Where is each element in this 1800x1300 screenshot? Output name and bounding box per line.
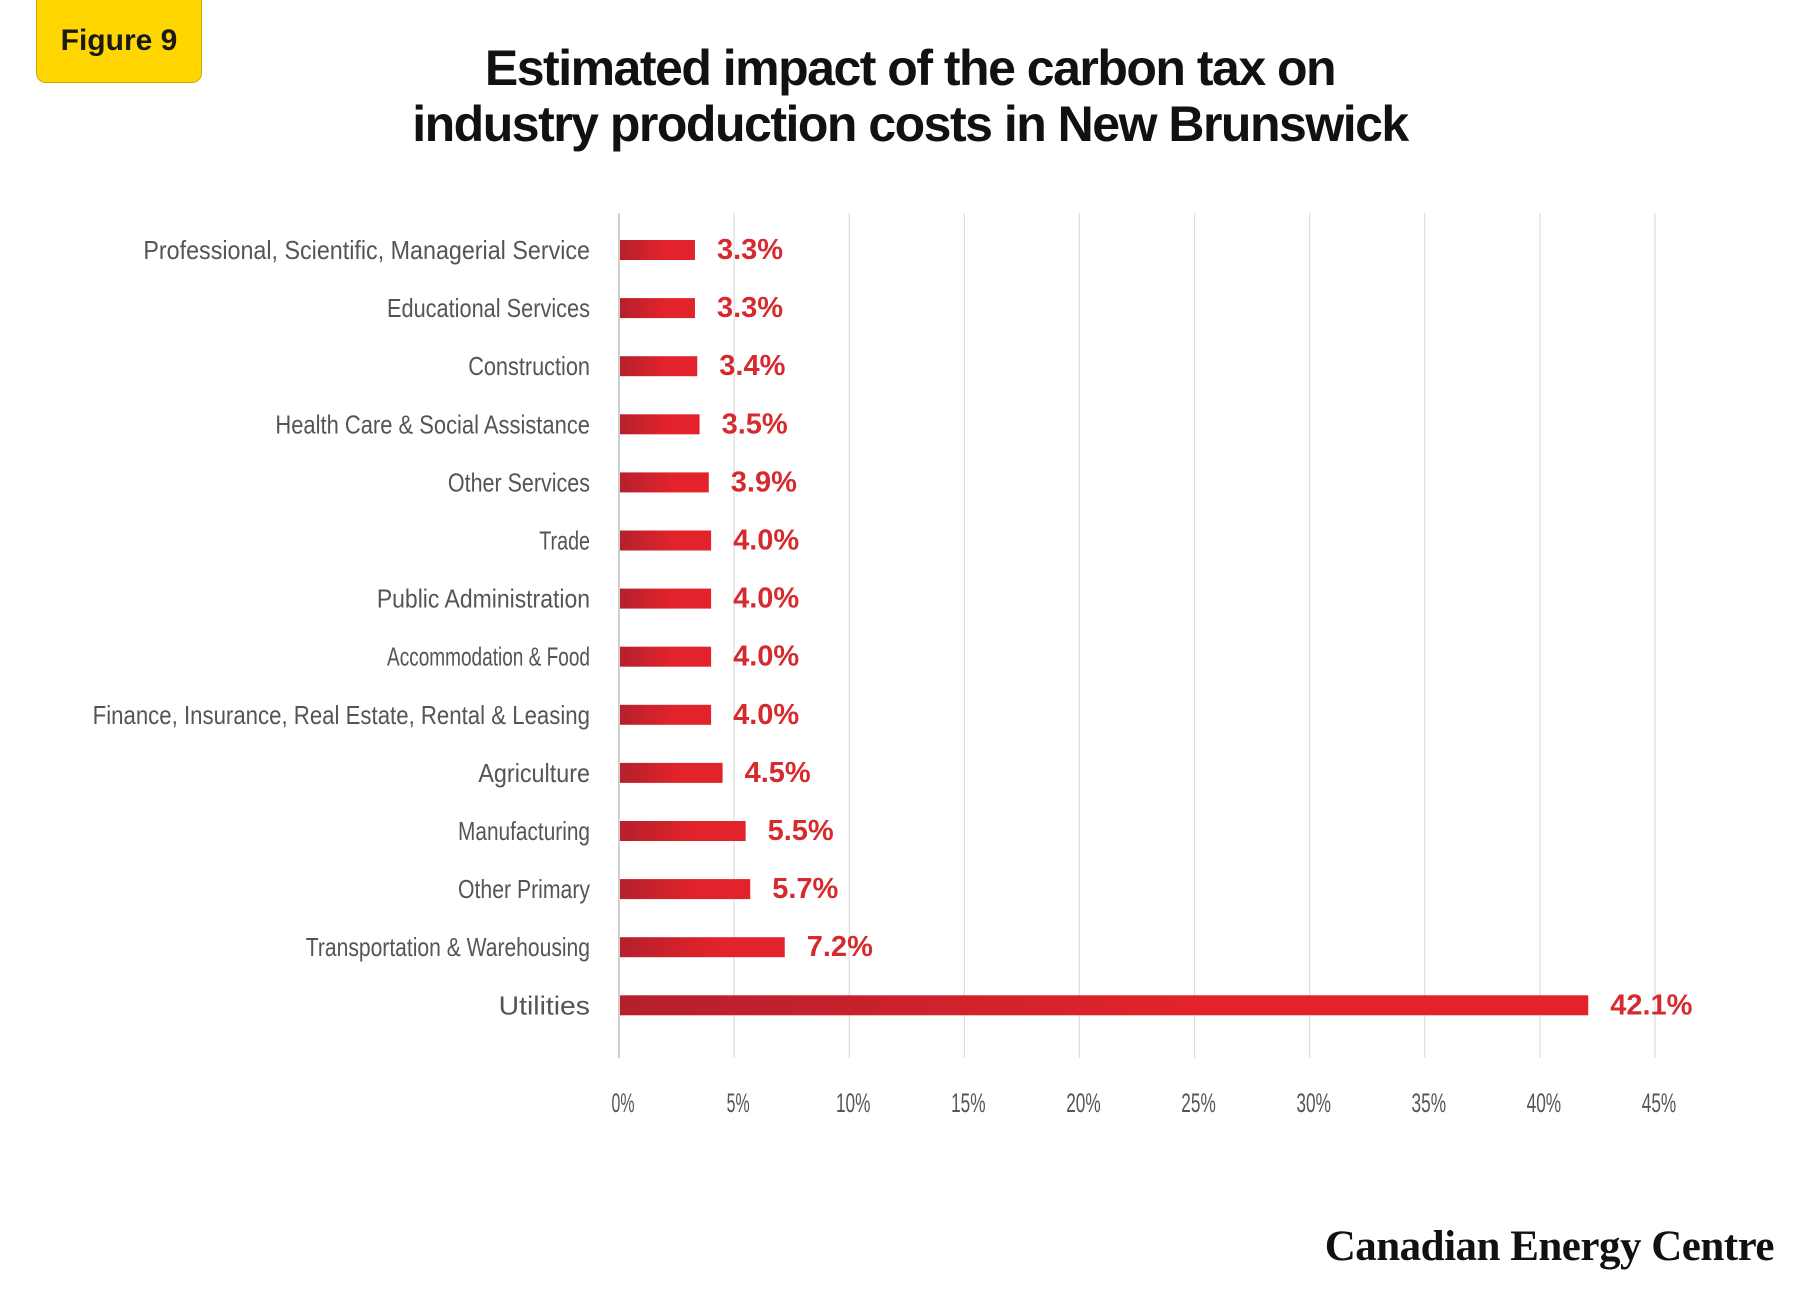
bar (620, 879, 751, 900)
bar (620, 995, 1589, 1016)
bar (620, 821, 746, 841)
value-label: 4.0% (733, 525, 799, 557)
figure-badge: Figure 9 (36, 0, 202, 83)
category-label: Educational Services (387, 293, 590, 323)
x-tick-label: 5% (727, 1088, 750, 1118)
x-tick-label: 20% (1066, 1088, 1101, 1118)
bar (620, 530, 712, 551)
figure-badge-label: Figure 9 (60, 24, 178, 57)
bar (620, 646, 712, 667)
chart-title-line-1: Estimated impact of the carbon tax on (484, 40, 1337, 96)
labels: 0% 5% 10% 15% 20% 25% 30% 35% 40% 45% Professional… (93, 234, 1693, 1118)
x-tick-label: 10% (836, 1088, 871, 1118)
bar (620, 414, 700, 435)
bar (620, 937, 785, 958)
category-label: Trade (539, 526, 590, 556)
bar (620, 472, 709, 493)
value-label: 3.3% (717, 292, 783, 324)
x-tick-label: 30% (1296, 1088, 1331, 1118)
category-label: Construction (468, 351, 590, 381)
value-label: 4.0% (733, 641, 799, 673)
brand-logo: Canadian Energy Centre (1324, 1222, 1775, 1271)
x-tick-label: 25% (1181, 1088, 1216, 1118)
category-label: Accommodation & Food (387, 642, 590, 672)
value-label: 5.5% (768, 815, 834, 847)
bar (620, 298, 695, 319)
chart-title-line-2: industry production costs in New Brunswi… (412, 96, 1409, 152)
category-label: Professional, Scientific, Managerial Ser… (143, 235, 590, 265)
category-label: Finance, Insurance, Real Estate, Rental … (93, 700, 590, 730)
bar (620, 704, 712, 725)
x-tick-label: 0% (612, 1088, 635, 1118)
value-label: 3.5% (722, 408, 788, 440)
brand-name: Canadian Energy Centre (1324, 1223, 1775, 1270)
category-label: Public Administration (377, 584, 590, 614)
value-label: 7.2% (807, 931, 873, 963)
category-label: Health Care & Social Assistance (275, 409, 590, 439)
category-label: Other Primary (458, 874, 590, 904)
value-label: 3.3% (717, 234, 783, 266)
bar (620, 762, 723, 783)
x-tick-label: 35% (1412, 1088, 1447, 1118)
chart-title: Estimated impact of the carbon tax on in… (300, 40, 1520, 152)
bar (620, 240, 695, 260)
value-label: 5.7% (772, 873, 838, 905)
bars (620, 240, 1589, 1016)
bar (620, 356, 698, 377)
value-label: 4.0% (733, 699, 799, 731)
x-tick-label: 45% (1642, 1088, 1677, 1118)
category-label: Transportation & Warehousing (306, 932, 590, 962)
category-label: Utilities (499, 990, 590, 1020)
value-label: 42.1% (1610, 989, 1692, 1021)
x-tick-label: 15% (951, 1088, 986, 1118)
value-label: 4.0% (733, 583, 799, 615)
value-label: 3.4% (719, 350, 785, 382)
x-tick-label: 40% (1527, 1088, 1562, 1118)
category-label: Agriculture (478, 758, 590, 788)
category-label: Manufacturing (458, 816, 590, 846)
value-label: 3.9% (731, 466, 797, 498)
bar (620, 588, 712, 609)
category-label: Other Services (448, 467, 590, 497)
value-label: 4.5% (745, 757, 811, 789)
grid-lines (618, 213, 1656, 1058)
